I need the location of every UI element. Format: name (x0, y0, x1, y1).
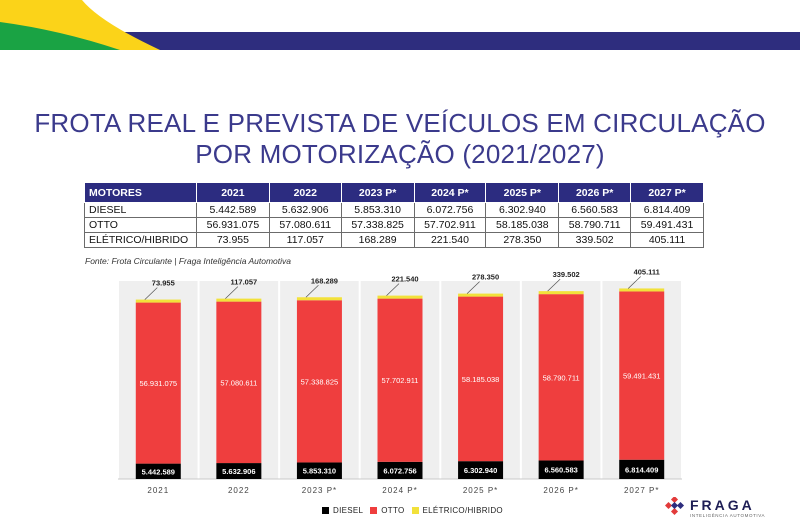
data-label-leader (386, 283, 400, 296)
fraga-logo: FRAGA INTELIGÊNCIA AUTOMOTIVA (665, 497, 765, 519)
data-label-eletrico: 339.502 (553, 270, 580, 279)
bar-eletrico (296, 297, 342, 301)
table-cell: 117.057 (268, 232, 342, 248)
data-label-eletrico: 117.057 (231, 278, 258, 287)
bar-eletrico (377, 295, 423, 299)
bar-diesel (135, 463, 181, 479)
x-tick-label: 2027 P* (624, 486, 659, 495)
table-cell: 168.289 (340, 232, 415, 248)
legend-swatch-eletrico (411, 507, 419, 514)
legend-swatch-diesel (322, 507, 329, 514)
bar-diesel (216, 463, 262, 479)
data-label-eletrico: 73.955 (152, 279, 175, 288)
data-label-otto: 59.491.431 (623, 372, 661, 381)
bar-otto (377, 298, 423, 462)
table-cell: 57.338.825 (340, 217, 415, 233)
data-label-leader (627, 276, 641, 289)
legend-label-diesel: DIESEL (333, 506, 364, 515)
table-cell: 405.111 (630, 232, 704, 248)
data-label-eletrico: 168.289 (311, 276, 338, 285)
legend-swatch-otto (370, 507, 378, 514)
bar-diesel (458, 461, 504, 479)
data-label-leader (144, 287, 158, 300)
table-cell: 6.560.583 (558, 202, 632, 218)
column-header: 2021 (196, 182, 270, 203)
data-label-leader (547, 278, 561, 292)
decor-navy-stripe (105, 32, 800, 50)
x-tick-label: 2021 (147, 486, 169, 495)
data-label-eletrico: 278.350 (472, 273, 499, 282)
data-label-otto: 56.931.075 (140, 379, 178, 388)
data-label-diesel: 6.072.756 (383, 466, 416, 475)
column-header: 2022 (268, 182, 342, 203)
data-label-diesel: 5.853.310 (303, 467, 336, 476)
logo-subtitle: INTELIGÊNCIA AUTOMOTIVA (690, 512, 766, 518)
data-label-leader (225, 286, 239, 299)
data-label-diesel: 5.442.589 (142, 467, 175, 476)
table-cell: 278.350 (485, 232, 560, 248)
data-label-eletrico: 221.540 (391, 275, 418, 284)
table-row: ELÉTRICO/HIBRIDO 73.955 117.057 168.289 … (84, 232, 704, 248)
bar-otto (216, 301, 262, 464)
bar-otto (458, 296, 504, 462)
table-cell: 6.072.756 (413, 202, 487, 218)
fraga-logo-mark (665, 497, 685, 516)
decor-yellow-shape (0, 0, 160, 50)
bar-diesel (377, 461, 423, 479)
data-label-otto: 57.080.611 (220, 378, 257, 387)
table-cell: 6.814.409 (630, 202, 704, 218)
data-label-eletrico: 405.111 (634, 267, 660, 276)
table-cell: 5.632.906 (268, 202, 342, 218)
data-label-leader (466, 281, 480, 294)
logo-name: FRAGA (690, 496, 755, 513)
legend-label-eletrico: ELÉTRICO/HIBRIDO (422, 506, 503, 515)
data-label-otto: 58.790.711 (543, 373, 580, 382)
data-table: MOTORES 2021 2022 2023 P* 2024 P* 2025 P… (84, 182, 704, 248)
table-cell: 58.185.038 (485, 217, 560, 233)
table-row: DIESEL 5.442.589 5.632.906 5.853.310 6.0… (84, 202, 704, 218)
chart-legend: DIESEL OTTO ELÉTRICO/HIBRIDO (322, 506, 503, 515)
title-line-1: FROTA REAL E PREVISTA DE VEÍCULOS EM CIR… (34, 108, 766, 138)
title-line-2: POR MOTORIZAÇÃO (2021/2027) (195, 139, 605, 169)
data-label-otto: 57.702.911 (382, 376, 419, 385)
page-title: FROTA REAL E PREVISTA DE VEÍCULOS EM CIR… (0, 108, 800, 170)
bar-eletrico (458, 293, 504, 297)
table-row: OTTO 56.931.075 57.080.611 57.338.825 57… (84, 217, 704, 233)
x-tick-label: 2023 P* (302, 486, 337, 495)
table-cell: DIESEL (84, 202, 197, 218)
source-note: Fonte: Frota Circulante | Fraga Inteligê… (85, 256, 291, 266)
bar-otto (135, 302, 181, 464)
bar-eletrico (216, 298, 262, 302)
header-decoration (0, 0, 800, 50)
table-cell: 5.853.310 (340, 202, 415, 218)
data-label-diesel: 6.302.940 (464, 466, 497, 475)
column-header: 2025 P* (485, 182, 560, 203)
data-label-diesel: 6.560.583 (544, 466, 577, 475)
x-tick-label: 2024 P* (382, 486, 417, 495)
legend-label-otto: OTTO (381, 506, 405, 515)
table-cell: 339.502 (558, 232, 632, 248)
bar-diesel (538, 460, 584, 479)
bar-eletrico (538, 291, 584, 295)
x-tick-label: 2026 P* (543, 486, 578, 495)
bar-diesel (296, 462, 342, 479)
bar-eletrico (619, 288, 665, 292)
column-header: 2027 P* (630, 182, 704, 203)
table-cell: ELÉTRICO/HIBRIDO (84, 232, 197, 248)
data-label-leader (305, 285, 319, 298)
x-tick-label: 2025 P* (463, 486, 498, 495)
data-label-otto: 57.338.825 (301, 377, 339, 386)
data-label-otto: 58.185.038 (462, 375, 500, 384)
data-label-diesel: 5.632.906 (222, 467, 255, 476)
bar-otto (538, 294, 584, 461)
column-header: 2023 P* (340, 182, 415, 203)
bar-otto (619, 291, 665, 460)
table-cell: 221.540 (413, 232, 487, 248)
bar-eletrico (135, 299, 181, 303)
data-label-diesel: 6.814.409 (625, 465, 658, 474)
bar-otto (296, 300, 342, 463)
bar-diesel (619, 459, 665, 479)
x-tick-label: 2022 (228, 486, 250, 495)
